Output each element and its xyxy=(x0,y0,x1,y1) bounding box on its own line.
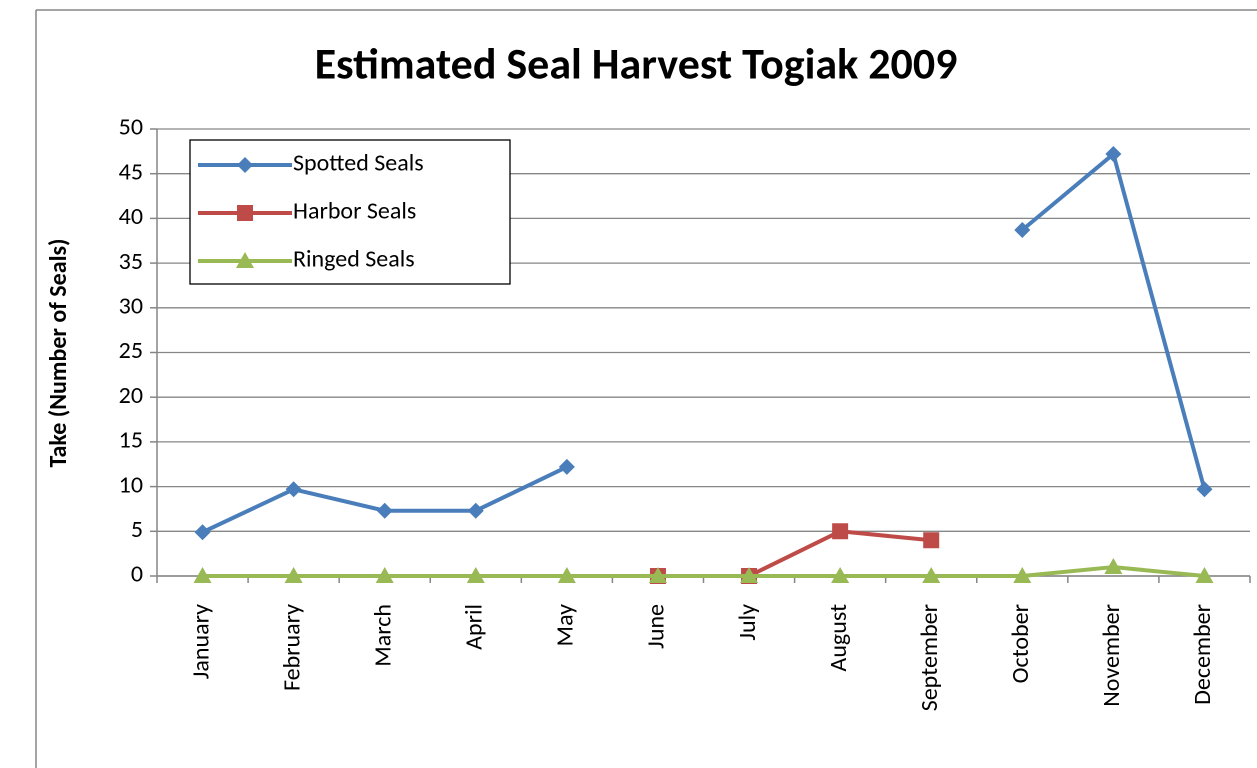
y-tick-label: 50 xyxy=(119,113,143,142)
y-tick-label: 30 xyxy=(119,292,143,321)
data-point xyxy=(922,567,941,583)
legend-marker xyxy=(236,252,254,268)
x-tick-label: May xyxy=(551,604,580,647)
data-point xyxy=(1196,481,1213,498)
y-tick-label: 5 xyxy=(131,515,143,544)
x-tick-label: March xyxy=(368,604,397,667)
data-point xyxy=(648,567,667,583)
data-point xyxy=(923,532,940,549)
data-point xyxy=(467,502,484,519)
y-tick-label: 10 xyxy=(119,470,143,499)
x-tick-label: November xyxy=(1097,604,1126,707)
legend-marker xyxy=(237,205,253,221)
x-tick-label: July xyxy=(733,604,762,641)
x-tick-label: December xyxy=(1188,604,1217,705)
data-point xyxy=(557,567,576,583)
data-point xyxy=(1195,567,1214,583)
legend-label: Spotted Seals xyxy=(293,149,424,178)
data-point xyxy=(558,458,575,475)
data-point xyxy=(1013,567,1032,583)
data-point xyxy=(831,567,850,583)
y-tick-label: 20 xyxy=(119,381,143,410)
series-line xyxy=(202,565,1205,578)
y-tick-label: 0 xyxy=(131,560,143,589)
data-point xyxy=(1105,146,1122,163)
y-axis-label: Take (Number of Seals) xyxy=(44,238,73,467)
x-tick-label: August xyxy=(824,604,853,672)
x-tick-label: February xyxy=(277,604,306,691)
data-point xyxy=(193,567,212,583)
data-point xyxy=(740,567,759,583)
y-tick-label: 35 xyxy=(119,247,143,276)
data-point xyxy=(194,524,211,541)
x-tick-label: April xyxy=(460,604,489,650)
x-tick-label: January xyxy=(186,604,215,679)
data-point xyxy=(466,567,485,583)
y-tick-label: 40 xyxy=(119,202,143,231)
data-point xyxy=(375,567,394,583)
y-tick-label: 25 xyxy=(119,336,143,365)
data-point xyxy=(284,567,303,583)
data-point xyxy=(1104,558,1123,575)
x-tick-label: September xyxy=(915,604,944,711)
x-tick-label: June xyxy=(642,604,671,649)
data-point xyxy=(832,523,849,540)
series-line xyxy=(657,529,932,578)
legend-label: Harbor Seals xyxy=(293,197,416,226)
chart-title: Estimated Seal Harvest Togiak 2009 xyxy=(315,37,958,91)
data-point xyxy=(376,502,393,519)
y-tick-label: 15 xyxy=(119,426,143,455)
data-point xyxy=(285,481,302,498)
y-tick-label: 45 xyxy=(119,157,143,186)
x-tick-label: October xyxy=(1006,604,1035,683)
data-point xyxy=(1014,222,1031,239)
legend-marker xyxy=(237,157,253,173)
legend-label: Ringed Seals xyxy=(293,245,415,274)
